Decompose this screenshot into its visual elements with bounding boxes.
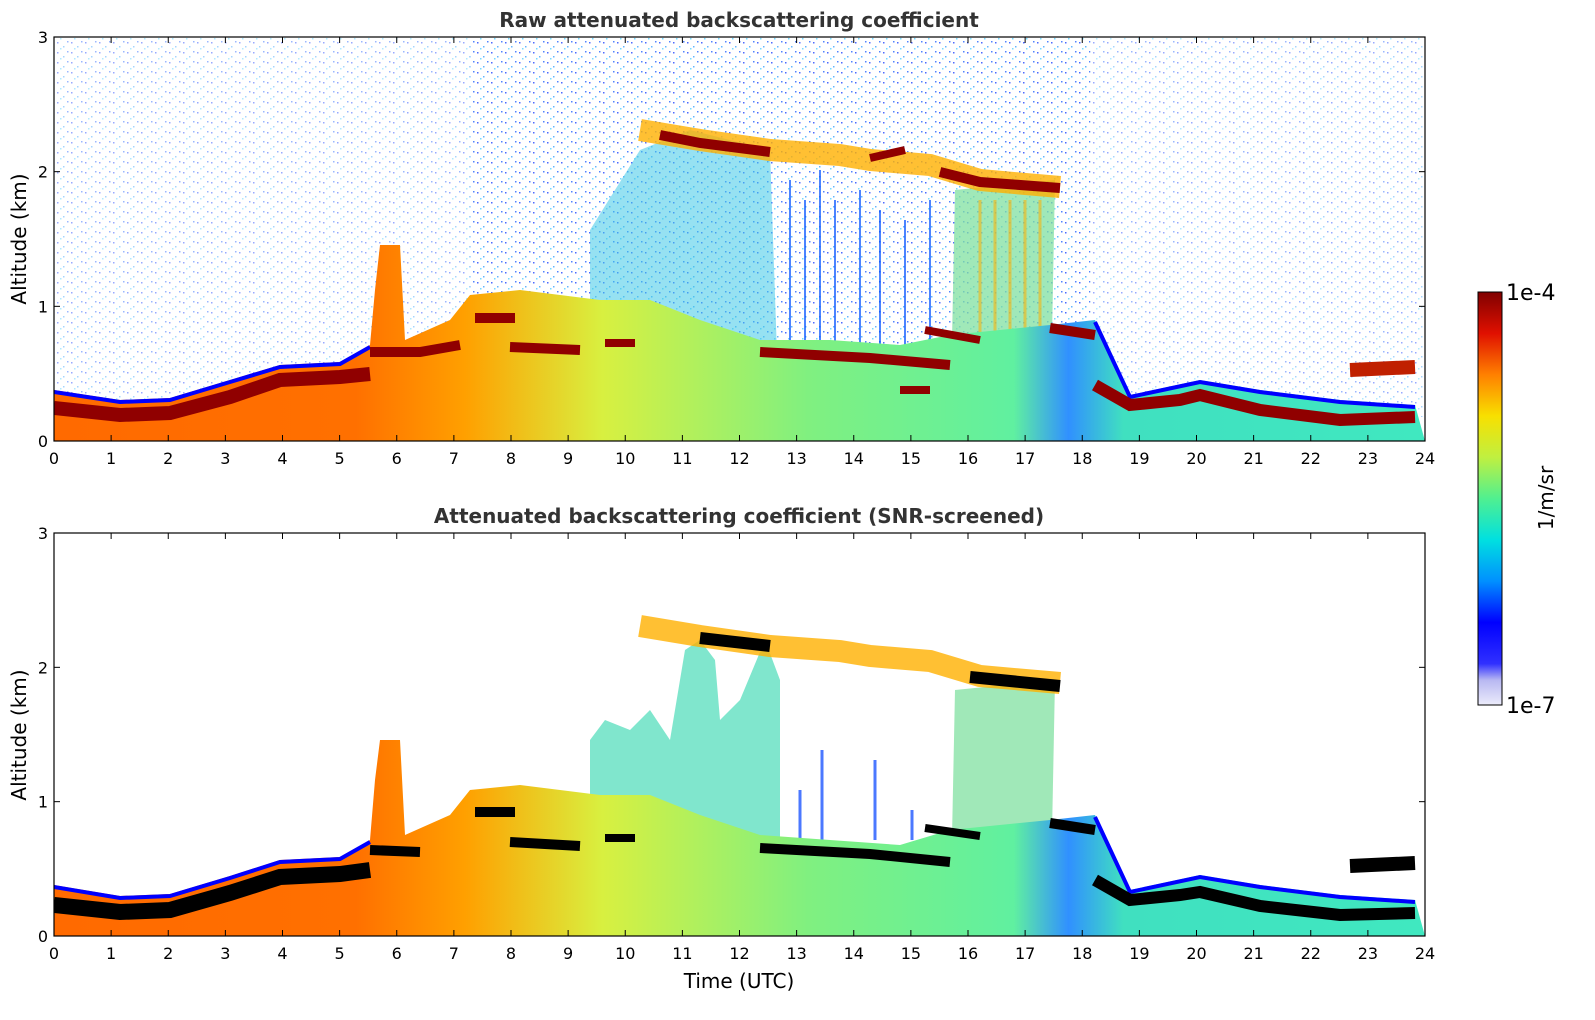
panel2-title: Attenuated backscattering coefficient (S… [434, 504, 1044, 528]
colorbar-unit-label: 1/m/sr [1534, 465, 1558, 530]
colorbar-min-label: 1e-7 [1506, 694, 1555, 719]
p1-xtick-label-2: 2 [163, 449, 173, 468]
p1-xtick-label-3: 3 [220, 449, 230, 468]
p2-xtick-label-16: 16 [958, 944, 978, 963]
vertical-streaks [789, 170, 931, 370]
panel1-axes: 0 1 2 3 4 5 6 7 8 9 10 11 12 13 14 15 16 17 18 19 20 21 22 23 24… [38, 28, 1435, 468]
p2-xtick-label-17: 17 [1015, 944, 1035, 963]
p2-xtick-label-5: 5 [335, 944, 345, 963]
p2-xtick-label-3: 3 [220, 944, 230, 963]
p2-xtick-label-1: 1 [106, 944, 116, 963]
p2-xtick-label-22: 22 [1301, 944, 1321, 963]
p2-xtick-label-14: 14 [844, 944, 864, 963]
p1-xtick-label-9: 9 [563, 449, 573, 468]
lower-layer [54, 245, 1425, 441]
p1-xtick-label-16: 16 [958, 449, 978, 468]
p1-ytick-label-0: 0 [38, 432, 48, 451]
p1-xtick-label-6: 6 [392, 449, 402, 468]
p2-xtick-label-7: 7 [449, 944, 459, 963]
p2-xtick-label-8: 8 [506, 944, 516, 963]
p1-xtick-label-14: 14 [844, 449, 864, 468]
panel1-heatmap [54, 37, 1425, 441]
bl-top-band [54, 367, 371, 423]
p1-xtick-label-4: 4 [277, 449, 287, 468]
p1-xtick-label-24: 24 [1415, 449, 1435, 468]
p1-xtick-label-8: 8 [506, 449, 516, 468]
p2-xtick-label-12: 12 [729, 944, 749, 963]
p1-xtick-label-13: 13 [786, 449, 806, 468]
p2-xtick-label-24: 24 [1415, 944, 1435, 963]
p2-xtick-label-21: 21 [1243, 944, 1263, 963]
panel2-axes: 0 1 2 3 4 5 6 7 8 9 10 11 12 13 14 15 16 17 18 19 20 21 22 23 24… [38, 524, 1435, 963]
p2-xtick-label-9: 9 [563, 944, 573, 963]
p1-xtick-label-20: 20 [1186, 449, 1206, 468]
p2-ytick-label-0: 0 [38, 927, 48, 946]
p2-xtick-label-0: 0 [49, 944, 59, 963]
p1-xtick-label-19: 19 [1129, 449, 1149, 468]
p1-xtick-label-0: 0 [49, 449, 59, 468]
p1-xtick-label-15: 15 [901, 449, 921, 468]
p1-ytick-label-2: 2 [38, 163, 48, 182]
p2-xtick-label-2: 2 [163, 944, 173, 963]
p1-xtick-label-5: 5 [335, 449, 345, 468]
p1-xtick-label-17: 17 [1015, 449, 1035, 468]
colorbar-max-label: 1e-4 [1506, 281, 1555, 306]
p1-ytick-label-3: 3 [38, 28, 48, 47]
p2-xtick-label-4: 4 [277, 944, 287, 963]
p1-xtick-label-22: 22 [1301, 449, 1321, 468]
panel2-heatmap [54, 615, 1425, 936]
p2-xtick-label-19: 19 [1129, 944, 1149, 963]
p1-xtick-label-18: 18 [1072, 449, 1092, 468]
p2-xtick-label-6: 6 [392, 944, 402, 963]
panel2-xlabel: Time (UTC) [683, 969, 795, 993]
p1-xtick-label-1: 1 [106, 449, 116, 468]
p2-xtick-label-13: 13 [786, 944, 806, 963]
panel1-ylabel: Altitude (km) [7, 173, 31, 304]
panel1-title: Raw attenuated backscattering coefficien… [499, 8, 979, 32]
p2-xtick-label-15: 15 [901, 944, 921, 963]
p1-ytick-label-1: 1 [38, 297, 48, 316]
p1-xtick-label-21: 21 [1243, 449, 1263, 468]
p2-ytick-label-1: 1 [38, 793, 48, 812]
p1-xtick-label-11: 11 [672, 449, 692, 468]
p1-xtick-label-12: 12 [729, 449, 749, 468]
colorbar: 1e-4 1e-7 1/m/sr [1477, 281, 1558, 719]
p2-xtick-label-20: 20 [1186, 944, 1206, 963]
p2-xtick-label-10: 10 [615, 944, 635, 963]
panel-screened: Attenuated backscattering coefficient (S… [7, 504, 1435, 993]
p2-xtick-label-18: 18 [1072, 944, 1092, 963]
p1-xtick-label-7: 7 [449, 449, 459, 468]
p1-xtick-label-23: 23 [1358, 449, 1378, 468]
p2-xtick-label-23: 23 [1358, 944, 1378, 963]
panel2-ylabel: Altitude (km) [7, 669, 31, 800]
colorbar-gradient [1477, 291, 1503, 706]
p2-ytick-label-2: 2 [38, 658, 48, 677]
p2-ytick-label-3: 3 [38, 524, 48, 543]
panel-raw: Raw attenuated backscattering coefficien… [7, 8, 1435, 468]
p1-xtick-label-10: 10 [615, 449, 635, 468]
p2-xtick-label-11: 11 [672, 944, 692, 963]
